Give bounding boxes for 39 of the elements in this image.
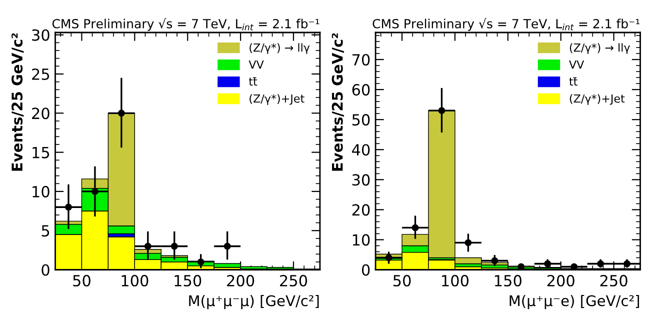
x-tick-label: 50 — [73, 274, 90, 286]
y-tick-label: 10 — [32, 186, 50, 198]
chart-title: CMS Preliminary √s = 7 TeV, L$_{int}$ = 2.1 fb⁻¹ — [372, 18, 640, 31]
y-axis-title: Events/25 GeV/c² — [12, 33, 24, 171]
y-tick-label: 20 — [352, 204, 370, 216]
chart-title: CMS Preliminary √s = 7 TeV, L$_{int}$ = 2.1 fb⁻¹ — [52, 18, 320, 31]
legend-label: (Z/γ*) → llγ — [570, 43, 630, 54]
y-tick-label: 50 — [352, 114, 370, 126]
y-tick-label: 70 — [352, 54, 370, 66]
x-axis-title: M(μ⁺μ⁻μ) [GeV/c²] — [189, 294, 319, 310]
legend-label: (Z/γ*) → llγ — [250, 43, 310, 54]
y-tick-label: 20 — [32, 108, 50, 120]
y-tick-label: 25 — [32, 68, 50, 80]
x-tick-label: 200 — [547, 274, 574, 286]
x-tick-label: 200 — [227, 274, 254, 286]
y-tick-label: 0 — [362, 264, 370, 276]
x-tick-label: 250 — [600, 274, 628, 286]
legend-label: (Z/γ*)+Jet — [570, 94, 625, 105]
y-tick-label: 40 — [352, 144, 370, 156]
y-axis-title: Events/25 GeV/c² — [332, 33, 344, 171]
legend-label: tt̄ — [248, 77, 258, 86]
x-axis-title: M(μ⁺μ⁻e) [GeV/c²] — [510, 294, 639, 310]
x-tick-label: 150 — [174, 274, 202, 286]
legend-label: tt̄ — [569, 77, 578, 86]
y-tick-label: 30 — [352, 174, 370, 186]
x-tick-label: 100 — [122, 274, 148, 286]
legend-label: (Z/γ*)+Jet — [250, 94, 304, 105]
y-tick-label: 30 — [32, 29, 50, 41]
y-tick-label: 10 — [352, 234, 370, 246]
y-tick-label: 5 — [42, 225, 50, 237]
x-tick-label: 100 — [442, 274, 469, 286]
y-tick-label: 0 — [42, 264, 50, 276]
y-tick-label: 15 — [32, 146, 50, 158]
legend-label: VV — [248, 60, 264, 69]
y-tick-label: 60 — [352, 84, 370, 96]
x-tick-label: 150 — [494, 274, 522, 286]
x-tick-label: 50 — [393, 274, 411, 286]
x-tick-label: 250 — [280, 274, 308, 286]
legend-label: VV — [569, 60, 584, 69]
